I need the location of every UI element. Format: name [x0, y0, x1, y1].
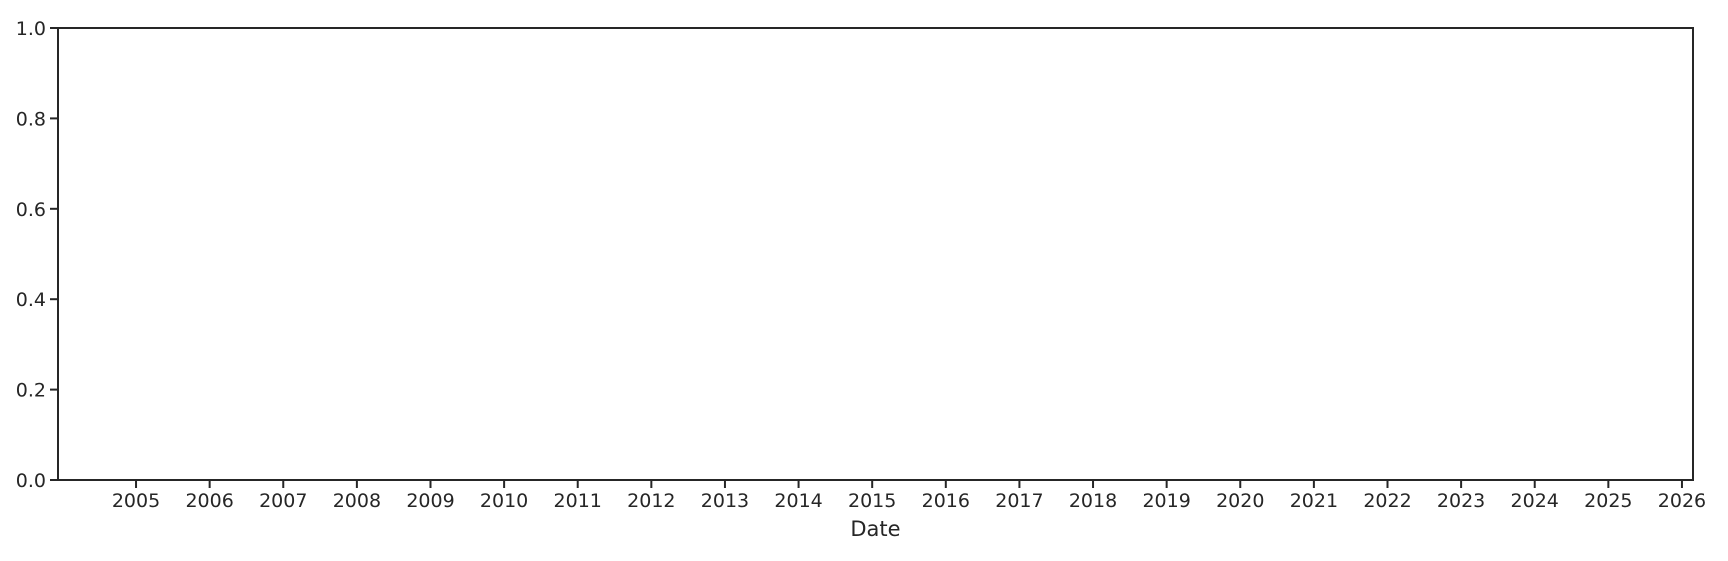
y-tick-label: 0.0: [16, 470, 46, 492]
x-tick-label: 2010: [480, 490, 528, 512]
x-axis-ticks: 2005 2006 2007 2008 2009 2010 2011 2012 2013 2014…: [112, 480, 1706, 512]
x-tick-label: 2023: [1437, 490, 1485, 512]
x-tick-label: 2012: [627, 490, 675, 512]
x-tick-label: 2009: [406, 490, 454, 512]
x-axis-label: Date: [850, 517, 900, 541]
x-tick-label: 2018: [1069, 490, 1117, 512]
x-tick-label: 2007: [259, 490, 307, 512]
x-tick-label: 2024: [1511, 490, 1559, 512]
y-axis-ticks: 0.0 0.2 0.4 0.6 0.8 1.0: [16, 18, 58, 492]
x-tick-label: 2017: [995, 490, 1043, 512]
x-tick-label: 2008: [333, 490, 381, 512]
x-tick-label: 2014: [774, 490, 822, 512]
y-tick-label: 0.8: [16, 108, 46, 130]
x-tick-label: 2016: [922, 490, 970, 512]
y-tick-label: 0.4: [16, 289, 46, 311]
y-tick-label: 1.0: [16, 18, 46, 40]
x-tick-label: 2019: [1142, 490, 1190, 512]
x-tick-label: 2011: [554, 490, 602, 512]
x-tick-label: 2005: [112, 490, 160, 512]
plot-frame: [57, 27, 1694, 481]
x-tick-label: 2020: [1216, 490, 1264, 512]
x-tick-label: 2015: [848, 490, 896, 512]
y-tick-label: 0.6: [16, 199, 46, 221]
y-tick-label: 0.2: [16, 380, 46, 402]
x-tick-label: 2013: [701, 490, 749, 512]
x-tick-label: 2026: [1658, 490, 1706, 512]
x-tick-label: 2022: [1363, 490, 1411, 512]
x-tick-label: 2021: [1290, 490, 1338, 512]
x-tick-label: 2006: [185, 490, 233, 512]
x-tick-label: 2025: [1584, 490, 1632, 512]
